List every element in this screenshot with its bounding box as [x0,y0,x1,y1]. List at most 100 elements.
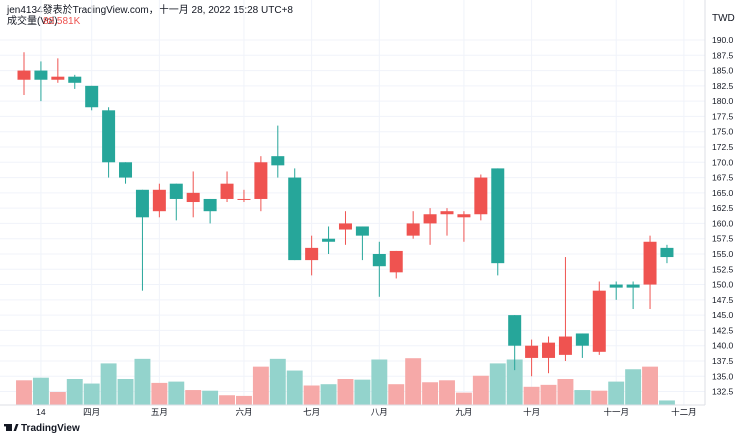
y-tick-label: 172.5 [712,142,734,152]
x-tick-label: 十一月 [603,407,629,417]
candle-up [305,247,319,261]
volume-last-value: 88.581K [43,16,81,27]
candle-down [288,177,302,261]
volume-bar [371,359,388,405]
y-tick-label: 160.0 [712,218,734,228]
candle-up [643,241,657,285]
candle-up [440,211,454,215]
volume-indicator-name: 成交量(Vol) [7,14,58,27]
volume-bar [540,384,557,405]
y-tick-label: 180.0 [712,96,734,106]
candle-up [51,76,65,80]
candle-up [152,189,166,212]
candle-up [592,290,606,352]
y-tick-label: 147.5 [712,295,734,305]
candle-down [85,85,99,108]
volume-bar [354,379,371,405]
volume-bar [117,379,134,405]
volume-bar [236,395,252,405]
candle-up [338,223,352,230]
time-axis[interactable]: 14 四月 五月 六月 七月 八月 九月 十月 十一月 十二月 [36,407,696,417]
candle-down [322,238,336,242]
volume-bar [100,363,117,405]
volume-bar [16,380,32,405]
volume-bar [66,379,83,405]
candle-up [186,192,200,203]
tradingview-brand-text: TradingView [21,423,80,434]
volume-bar [185,390,202,405]
volume-bar [405,358,422,405]
y-tick-label: 167.5 [712,173,734,183]
volume-bar [659,400,675,405]
candle-up [474,177,488,215]
y-tick-label: 150.0 [712,280,734,290]
candle-down [372,253,386,267]
volume-bar [388,384,405,405]
grid [0,0,705,405]
x-tick-label: 十二月 [671,407,697,417]
y-tick-label: 132.5 [712,387,734,397]
candle-up [542,342,556,358]
y-tick-label: 152.5 [712,264,734,274]
currency-label: TWD [712,13,735,24]
volume-bar [151,382,168,405]
y-tick-label: 185.0 [712,66,734,76]
y-tick-label: 187.5 [712,50,734,60]
x-tick-label: 十月 [523,407,540,417]
volume-bar [202,390,219,405]
volume-bar [337,379,354,405]
y-tick-label: 142.5 [712,325,734,335]
y-tick-label: 177.5 [712,111,734,121]
volume-bar [422,382,439,405]
candle-down [135,189,149,218]
volume-bar [591,390,608,405]
y-tick-label: 140.0 [712,341,734,351]
volume-bar [506,359,523,405]
y-tick-label: 190.0 [712,35,734,45]
candle-down [271,156,285,166]
volume-bar [489,363,506,405]
candle-up [220,183,234,199]
volume-legend[interactable]: 成交量(Vol) 88.581K [7,14,81,27]
volume-bar [472,375,489,405]
candle-down [34,70,48,80]
candle-down [203,198,217,212]
volume-bar [523,386,540,405]
candle-up [558,336,572,355]
volume-bar [32,377,49,405]
tradingview-brand[interactable]: TradingView [4,423,80,434]
publisher-caption: jen4134發表於TradingView.com，十一月 28, 2022 1… [6,3,293,16]
volume-bars [16,358,675,405]
y-tick-label: 145.0 [712,310,734,320]
candle-up [406,223,420,236]
y-tick-label: 175.0 [712,127,734,137]
volume-bar [455,392,472,405]
volume-bar [219,395,235,405]
candle-up [254,162,268,199]
volume-bar [83,383,100,405]
y-tick-label: 157.5 [712,234,734,244]
x-tick-label: 14 [36,407,46,417]
x-tick-label: 七月 [303,407,320,417]
candlesticks [17,52,674,377]
y-tick-label: 182.5 [712,81,734,91]
volume-bar [134,358,151,405]
y-tick-label: 170.0 [712,157,734,167]
candle-down [508,315,522,346]
volume-bar [608,381,625,405]
x-tick-label: 四月 [83,407,100,417]
candle-down [119,162,133,178]
candle-down [102,110,116,163]
candle-up [423,214,437,224]
volume-bar [49,392,66,405]
volume-bar [557,379,574,405]
volume-bar [439,380,455,405]
candle-down [609,284,623,288]
candle-down [169,183,183,199]
x-tick-label: 六月 [235,407,252,417]
volume-bar [320,384,337,405]
price-axis[interactable]: 132.5 135.0 137.5 140.0 142.5 145.0 147.5 150.0… [712,35,734,397]
tradingview-logo-icon [4,424,19,431]
y-tick-label: 135.0 [712,371,734,381]
